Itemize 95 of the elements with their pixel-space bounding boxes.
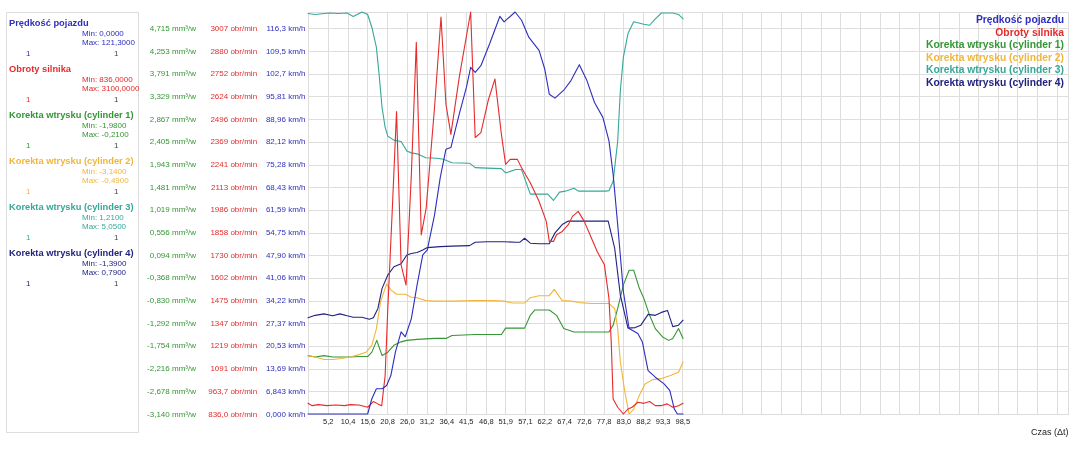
y-tick-label: -0,830 mm³/w [147,296,197,306]
y-tick-label: 2,867 mm³/w [149,114,197,124]
text: Obroty silnika [995,26,1065,38]
y2-tick-label: 2752 obr/min [210,69,258,79]
y2-tick-label: 1730 obr/min [210,250,258,260]
text: Max: 121,3000 [82,38,136,47]
text: 1 [26,187,31,196]
y2-tick-label: 1475 obr/min [210,296,258,306]
line-series [307,220,684,329]
text: 1 [26,49,31,58]
y3-tick-label: 20,53 km/h [265,341,306,351]
y2-tick-label: 836,0 obr/min [208,409,258,419]
y2-tick-label: 963,7 obr/min [208,386,258,396]
text: Min: -1,9800 [82,121,128,130]
x-axis-title: Czas (Δt) [1030,427,1069,437]
y3-tick-label: 0,000 km/h [265,409,306,419]
y-tick-label: 1,481 mm³/w [149,182,197,192]
text: 1 [114,279,119,288]
text: Korekta wtrysku (cylinder 2) [926,51,1064,63]
text: Max: -0,2100 [82,130,130,139]
text: 1 [114,141,119,150]
text: Min: 1,2100 [82,213,125,222]
y3-tick-label: 27,37 km/h [265,318,306,328]
y2-tick-label: 2880 obr/min [210,46,258,56]
y2-tick-label: 2496 obr/min [210,114,258,124]
y-tick-label: 0,556 mm³/w [149,228,197,238]
y-tick-label: -2,216 mm³/w [147,364,197,374]
text: 1 [26,95,31,104]
y3-tick-label: 109,5 km/h [265,46,306,56]
text: Korekta wtrysku (cylinder 2) [9,156,134,166]
y-tick-label: 0,094 mm³/w [149,250,197,260]
y-tick-label: -0,368 mm³/w [147,273,197,283]
text: Prędkość pojazdu [975,14,1064,25]
y2-tick-label: 1091 obr/min [210,364,258,374]
text: Korekta wtrysku (cylinder 1) [9,110,134,120]
line-series [307,11,684,202]
y2-tick-label: 2241 obr/min [210,160,258,170]
y3-tick-label: 34,22 km/h [265,296,306,306]
y2-tick-label: 1219 obr/min [210,341,258,351]
text: Korekta wtrysku (cylinder 1) [926,39,1064,51]
y3-tick-label: 82,12 km/h [265,137,306,147]
text: Max: 5,0500 [82,222,127,231]
y2-tick-label: 2113 obr/min [210,182,258,192]
y3-tick-label: 6,843 km/h [265,386,306,396]
text: Min: 0,0000 [82,29,125,38]
text: Min: -1,3900 [82,259,128,268]
text: 1 [114,187,119,196]
text: Prędkość pojazdu [9,18,89,28]
y-tick-label: -3,140 mm³/w [147,409,197,419]
y3-tick-label: 41,06 km/h [265,273,306,283]
text: Max: -0,4900 [82,176,130,185]
text: Korekta wtrysku (cylinder 3) [926,64,1064,76]
y2-tick-label: 1602 obr/min [210,273,258,283]
y3-tick-label: 61,59 km/h [265,205,306,215]
y-tick-label: 1,019 mm³/w [149,205,197,215]
y3-tick-label: 13,69 km/h [265,364,306,374]
y2-tick-label: 2624 obr/min [210,92,258,102]
y3-tick-label: 75,28 km/h [265,160,306,170]
y2-tick-label: 1986 obr/min [210,205,258,215]
text: 1 [26,233,31,242]
y2-tick-label: 3007 obr/min [210,24,258,34]
y3-tick-label: 102,7 km/h [265,69,306,79]
y3-tick-label: 54,75 km/h [265,228,306,238]
text: 1 [26,141,31,150]
y-tick-label: -1,292 mm³/w [147,318,197,328]
y2-tick-label: 1347 obr/min [210,318,258,328]
y-tick-label: -2,678 mm³/w [147,386,197,396]
text: 1 [114,233,119,242]
y-tick-label: 3,791 mm³/w [149,69,197,79]
y-tick-label: 1,943 mm³/w [149,160,197,169]
y-tick-label: 2,405 mm³/w [149,137,197,147]
text: Max: 3100,0000 [82,84,140,93]
y2-tick-label: 2369 obr/min [210,137,258,147]
text: Korekta wtrysku (cylinder 4) [9,248,134,258]
y3-tick-label: 95,81 km/h [265,91,306,101]
line-series [307,11,684,415]
y3-tick-label: 47,90 km/h [265,250,306,260]
text: 1 [114,95,119,104]
text: Min: -3,1400 [82,167,128,176]
text: 1 [114,49,119,58]
text: 1 [26,279,31,288]
y-tick-label: 4,253 mm³/w [149,46,197,56]
y-tick-label: 4,715 mm³/w [149,23,197,33]
y3-tick-label: 68,43 km/h [265,182,306,192]
y-tick-label: 3,329 mm³/w [149,91,197,101]
y-tick-label: -1,754 mm³/w [147,341,197,351]
text: Obroty silnika [9,64,72,74]
line-series [307,283,684,415]
text: Korekta wtrysku (cylinder 3) [9,202,134,212]
text: Korekta wtrysku (cylinder 4) [926,77,1064,88]
y3-tick-label: 116,3 km/h [266,24,306,34]
text: Min: 836,0000 [82,75,134,84]
text: Max: 0,7900 [82,268,127,277]
y3-tick-label: 88,96 km/h [265,114,306,124]
y2-tick-label: 1858 obr/min [210,228,258,238]
